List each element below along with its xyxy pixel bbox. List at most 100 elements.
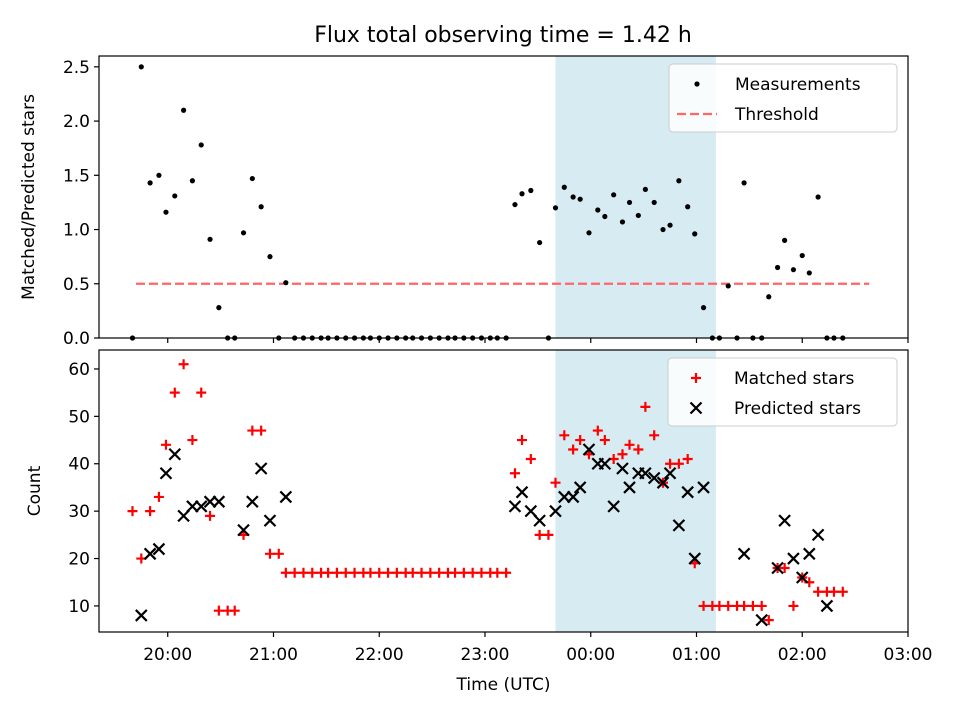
data-point <box>619 219 626 225</box>
y-tick-label: 50 <box>68 407 90 427</box>
matched-marker <box>178 359 189 370</box>
matched-marker <box>837 586 848 597</box>
matched-marker <box>323 567 334 578</box>
data-point <box>692 231 698 237</box>
legend: Measurements Threshold <box>668 63 898 133</box>
predicted-marker <box>549 504 562 518</box>
matched-marker <box>550 477 561 488</box>
predicted-marker <box>755 613 768 627</box>
data-point <box>181 107 187 113</box>
x-tick-label: 20:00 <box>143 645 192 665</box>
legend-box <box>668 63 898 133</box>
data-point <box>267 254 273 260</box>
matched-marker <box>407 567 418 578</box>
data-point <box>586 230 592 236</box>
data-point <box>660 226 666 233</box>
matched-marker <box>592 425 603 436</box>
predicted-marker <box>533 514 546 527</box>
matched-marker <box>756 600 767 611</box>
predicted-marker <box>135 609 148 622</box>
matched-marker <box>633 444 644 455</box>
legend-label: Measurements <box>735 75 861 95</box>
predicted-marker <box>508 500 522 513</box>
matched-marker <box>525 454 536 465</box>
matched-marker <box>828 586 839 597</box>
plot-frame <box>98 55 909 339</box>
matched-marker <box>665 458 676 469</box>
matched-marker <box>763 615 774 626</box>
predicted-marker <box>582 443 596 456</box>
data-point <box>552 205 559 211</box>
matched-marker <box>425 567 436 578</box>
matched-marker <box>649 430 660 441</box>
x-axis-label: Time (UTC) <box>456 675 551 695</box>
data-point <box>700 305 707 311</box>
legend-swatch-measurements <box>694 81 700 87</box>
legend-box <box>667 357 898 427</box>
x-tick-label: 02:00 <box>778 645 827 665</box>
matched-marker <box>723 600 734 611</box>
data-point <box>676 178 682 184</box>
data-point <box>138 64 144 70</box>
x-tick-label: 22:00 <box>355 645 404 665</box>
predicted-marker <box>194 500 208 513</box>
matched-marker <box>289 567 300 578</box>
matched-marker <box>298 567 309 578</box>
data-point <box>163 209 169 215</box>
data-point <box>815 194 821 200</box>
matched-marker <box>374 567 385 578</box>
matched-marker <box>747 600 758 611</box>
predicted-marker <box>795 571 809 584</box>
matched-marker <box>127 506 138 517</box>
predicted-marker <box>647 471 661 485</box>
data-point <box>172 193 178 199</box>
matched-marker <box>534 529 545 540</box>
y-tick-label: 2.5 <box>63 58 90 78</box>
y-tick-label: 1.5 <box>63 166 90 186</box>
predicted-marker <box>212 495 226 508</box>
y-tick-label: 0.5 <box>63 275 90 295</box>
matched-marker <box>575 435 586 446</box>
x-tick-label: 21:00 <box>249 645 298 665</box>
data-point <box>198 142 204 148</box>
matched-marker <box>247 425 258 436</box>
data-point <box>741 180 747 186</box>
predicted-marker <box>237 523 250 537</box>
x-tick-label: 23:00 <box>460 645 509 665</box>
matched-marker <box>617 449 628 460</box>
data-point <box>651 199 657 206</box>
matched-marker <box>365 567 376 578</box>
matched-marker <box>307 567 318 578</box>
matched-marker <box>673 458 684 469</box>
predicted-marker <box>737 547 751 561</box>
matched-marker <box>640 401 651 412</box>
predicted-marker <box>803 547 816 561</box>
data-point <box>806 270 812 276</box>
matched-marker <box>501 567 512 578</box>
matched-marker <box>331 567 342 578</box>
matched-marker <box>739 600 750 611</box>
matched-marker <box>788 600 799 611</box>
predicted-marker <box>656 476 670 489</box>
matched-marker <box>416 567 427 578</box>
legend-swatch-matched <box>691 373 701 383</box>
predicted-marker <box>639 466 652 480</box>
matched-marker <box>340 567 351 578</box>
y-axis-label: Matched/Predicted stars <box>19 94 39 300</box>
matched-marker <box>229 605 240 616</box>
predicted-marker <box>159 466 173 480</box>
bottom-panel: 10 20 30 40 50 60 20:00 21:00 22:00 23:00 00:00 01:… <box>25 349 933 695</box>
predicted-marker <box>663 466 677 480</box>
data-point <box>537 239 543 246</box>
matched-marker <box>517 435 528 446</box>
matched-marker <box>568 444 579 455</box>
predicted-marker <box>263 514 277 527</box>
matched-marker <box>196 387 207 398</box>
matched-marker <box>169 387 180 398</box>
predicted-marker <box>681 485 694 499</box>
predicted-marker <box>623 481 636 494</box>
predicted-marker <box>616 462 629 475</box>
data-point <box>528 187 534 194</box>
predicted-marker <box>152 542 166 556</box>
